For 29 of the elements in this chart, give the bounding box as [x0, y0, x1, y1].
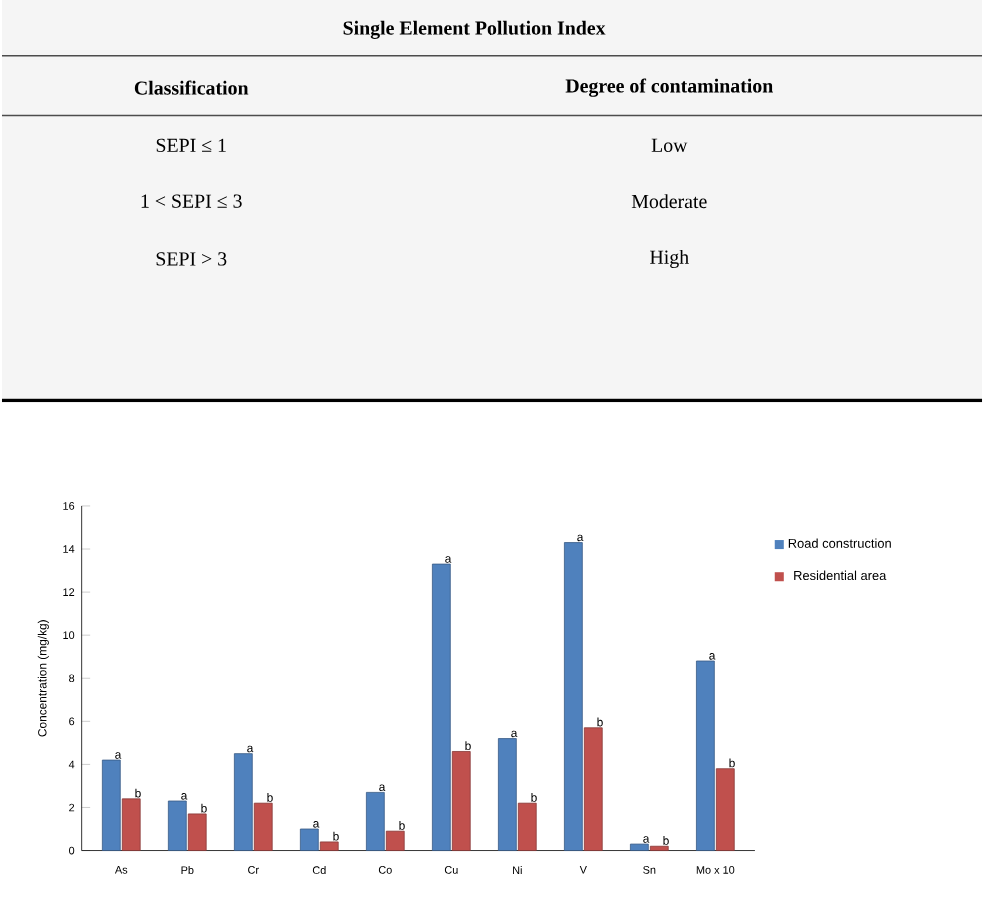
bar [451, 750, 471, 851]
bar [121, 798, 141, 851]
bar [319, 841, 339, 851]
bar [253, 802, 273, 851]
bar [583, 727, 603, 851]
text: 1 < SEPI ≤ 3 [141, 194, 242, 208]
text: Moderate [631, 194, 707, 208]
bar [167, 800, 187, 851]
bar [715, 768, 735, 851]
bar [649, 845, 669, 851]
text: Classification [134, 80, 249, 95]
text: Single Element Pollution Index [343, 20, 606, 39]
bar [101, 759, 121, 851]
bar [564, 542, 583, 851]
text: SEPI > 3 [156, 252, 227, 266]
text: SEPI ≤ 1 [156, 138, 226, 152]
text: Degree of contamination [565, 78, 773, 97]
bar [517, 802, 537, 851]
bar [385, 830, 405, 851]
bar [233, 753, 253, 851]
bar [187, 813, 207, 851]
bar [365, 791, 385, 851]
text: Low [651, 138, 688, 152]
bar [431, 563, 451, 851]
bar [696, 660, 715, 851]
bar [497, 737, 517, 851]
bar [630, 843, 649, 851]
text: High [650, 249, 689, 268]
bar [299, 828, 319, 851]
